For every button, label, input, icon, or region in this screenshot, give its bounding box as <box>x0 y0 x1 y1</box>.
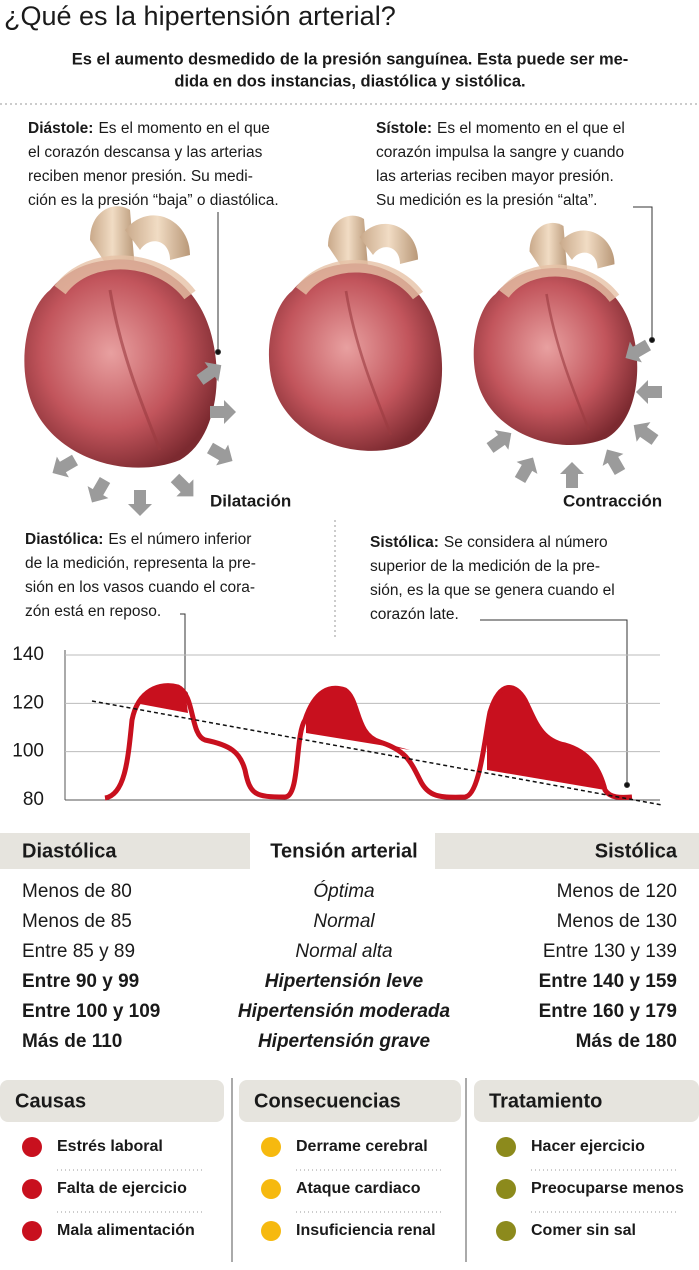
text: Es el momento en el que <box>98 120 269 137</box>
header-band <box>435 833 699 869</box>
table-cell: Normal alta <box>295 941 392 962</box>
table-cell: Entre 90 y 99 <box>22 971 139 992</box>
paragraph-line: Diástole: Es el momento en el que <box>28 120 270 137</box>
y-tick-label: 80 <box>23 789 44 810</box>
table-cell: Más de 110 <box>22 1031 122 1052</box>
column-header <box>0 1080 224 1122</box>
table-cell: Más de 180 <box>576 1031 677 1052</box>
subtitle-line: Es el aumento desmedido de la presión sa… <box>72 50 629 68</box>
text: Es el número inferior <box>108 531 251 548</box>
bullet <box>261 1179 281 1199</box>
caption: Contracción <box>563 491 662 510</box>
paragraph-line: ción es la presión “baja” o diastólica. <box>28 192 279 209</box>
column-item: Derrame cerebral <box>296 1138 428 1155</box>
bullet <box>496 1221 516 1241</box>
wave-area <box>487 688 605 790</box>
table-cell: Normal <box>313 911 375 932</box>
bullet <box>261 1137 281 1157</box>
column-title: Causas <box>15 1090 86 1112</box>
table-cell: Menos de 130 <box>557 911 677 932</box>
table-cell: Hipertensión leve <box>265 971 424 992</box>
table-header: Sistólica <box>595 840 678 862</box>
table-cell: Entre 130 y 139 <box>543 941 677 962</box>
column-item: Falta de ejercicio <box>57 1180 187 1197</box>
bullet <box>496 1137 516 1157</box>
column-item: Insuficiencia renal <box>296 1222 436 1239</box>
caption: Dilatación <box>210 491 291 510</box>
heart-illustration <box>269 216 442 451</box>
table-header: Diastólica <box>22 840 117 862</box>
paragraph-line: Sístole: Es el momento en el que el <box>376 120 625 137</box>
column-title: Tratamiento <box>489 1090 602 1112</box>
column-item: Mala alimentación <box>57 1222 195 1239</box>
heart-illustration <box>24 206 216 467</box>
bullet <box>261 1221 281 1241</box>
table-cell: Óptima <box>313 880 374 902</box>
table-cell: Hipertensión grave <box>258 1031 431 1052</box>
bullet <box>22 1137 42 1157</box>
paragraph-line: el corazón descansa y las arterias <box>28 144 263 161</box>
text: Es el momento en el que el <box>437 120 625 137</box>
bullet <box>22 1221 42 1241</box>
title: ¿Qué es la hipertensión arterial? <box>4 1 396 31</box>
table-cell: Entre 85 y 89 <box>22 941 135 962</box>
y-tick-label: 100 <box>12 741 44 762</box>
paragraph-line: sión en los vasos cuando el cora- <box>25 579 255 596</box>
y-tick-label: 120 <box>12 692 44 713</box>
paragraph-line: de la medición, representa la pre- <box>25 555 256 572</box>
table-cell: Hipertensión moderada <box>238 1001 451 1022</box>
paragraph-line: Sistólica: Se considera al número <box>370 534 608 551</box>
column-item: Hacer ejercicio <box>531 1138 645 1155</box>
y-tick-label: 140 <box>12 644 44 665</box>
paragraph-line: sión, es la que se genera cuando el <box>370 582 615 599</box>
column-item: Comer sin sal <box>531 1222 636 1239</box>
paragraph-line: las arterias reciben mayor presión. <box>376 168 614 185</box>
paragraph-line: corazón impulsa la sangre y cuando <box>376 144 624 161</box>
table-cell: Menos de 85 <box>22 911 132 932</box>
table-cell: Entre 160 y 179 <box>539 1001 677 1022</box>
trend-line <box>91 700 663 806</box>
paragraph-line: corazón late. <box>370 606 459 623</box>
table-cell: Menos de 120 <box>557 881 677 902</box>
table-cell: Menos de 80 <box>22 881 132 902</box>
table-header: Tensión arterial <box>270 840 417 862</box>
heart-illustration <box>474 223 638 445</box>
bullet <box>496 1179 516 1199</box>
paragraph-line: superior de la medición de la pre- <box>370 558 600 575</box>
label: Diastólica: <box>25 531 103 548</box>
paragraph-line: zón está en reposo. <box>25 603 161 620</box>
column-header <box>474 1080 699 1122</box>
paragraph-line: Diastólica: Es el número inferior <box>25 531 251 548</box>
paragraph-line: Su medición es la presión “alta”. <box>376 192 597 209</box>
table-cell: Entre 100 y 109 <box>22 1001 160 1022</box>
column-item: Ataque cardiaco <box>296 1180 421 1197</box>
wave-area <box>140 685 188 713</box>
column-item: Estrés laboral <box>57 1138 163 1155</box>
subtitle-line: dida en dos instancias, diastólica y sis… <box>174 72 525 90</box>
column-header <box>239 1080 461 1122</box>
label: Sistólica: <box>370 534 439 551</box>
wave-area <box>306 689 410 750</box>
bullet <box>22 1179 42 1199</box>
label: Diástole: <box>28 120 93 137</box>
table-cell: Entre 140 y 159 <box>539 971 677 992</box>
paragraph-line: reciben menor presión. Su medi- <box>28 168 253 185</box>
label: Sístole: <box>376 120 432 137</box>
header-band <box>0 833 250 869</box>
column-title: Consecuencias <box>254 1090 401 1112</box>
column-item: Preocuparse menos <box>531 1180 684 1197</box>
text: Se considera al número <box>444 534 608 551</box>
